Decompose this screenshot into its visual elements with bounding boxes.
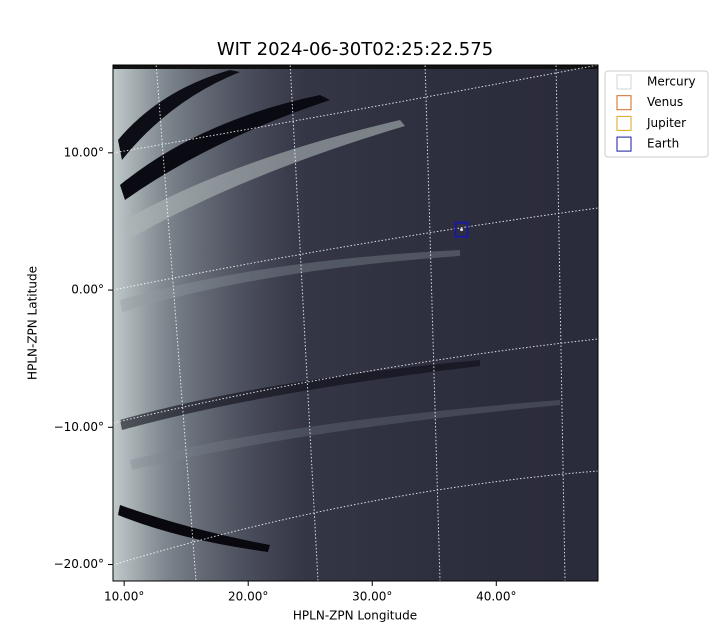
legend-label: Earth (647, 137, 679, 151)
x-axis-label: HPLN-ZPN Longitude (293, 609, 417, 623)
x-tick-label: 10.00° (104, 590, 144, 604)
chart-title: WIT 2024-06-30T02:25:22.575 (217, 39, 493, 60)
legend-label: Mercury (647, 75, 696, 89)
legend-swatch (616, 74, 632, 90)
y-tick-label: −20.00° (54, 557, 104, 571)
x-tick-label: 30.00° (352, 590, 392, 604)
legend-label: Venus (647, 95, 683, 109)
y-tick-label: 10.00° (64, 145, 104, 159)
legend-swatch (616, 95, 632, 111)
axes-frame (112, 64, 599, 582)
x-tick-label: 40.00° (476, 590, 516, 604)
y-tick-label: −10.00° (54, 420, 104, 434)
legend-swatch (616, 136, 632, 152)
legend-swatch (616, 115, 632, 131)
y-tick-label: 0.00° (71, 283, 104, 297)
x-tick-label: 20.00° (228, 590, 268, 604)
y-axis-label: HPLN-ZPN Latitude (26, 266, 40, 380)
planet-dot (460, 228, 464, 232)
legend (604, 70, 709, 158)
image (113, 65, 598, 581)
planet-marker (454, 221, 469, 238)
legend-label: Jupiter (646, 116, 686, 130)
